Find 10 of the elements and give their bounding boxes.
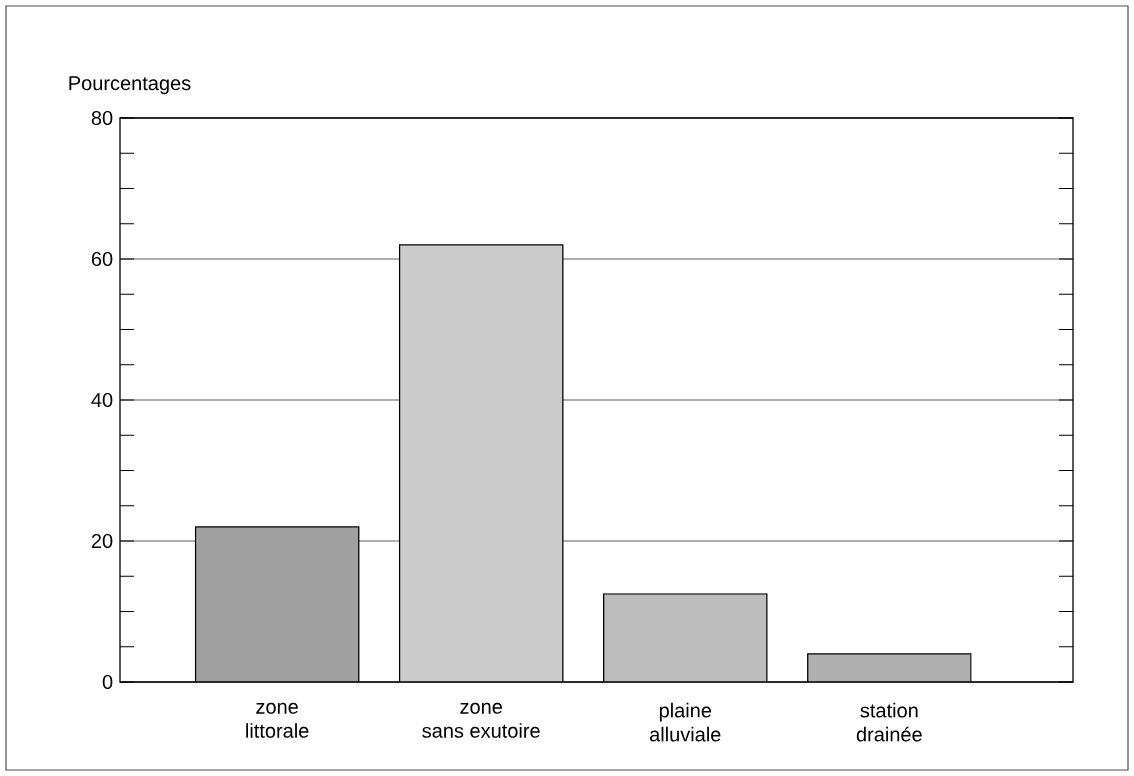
x-tick-label: station drainée [856, 702, 922, 742]
y-tick-label: 20 [91, 533, 113, 549]
x-tick-label: plaine alluviale [649, 702, 721, 742]
y-tick-label: 0 [102, 674, 113, 690]
y-axis-title: Pourcentages [69, 76, 191, 95]
x-tick-label: zone sans exutoire [422, 702, 540, 738]
x-tick-label: zone littorale [246, 702, 309, 738]
y-tick-label: 60 [91, 251, 113, 267]
y-tick-label: 40 [91, 392, 113, 408]
y-tick-label: 80 [91, 110, 113, 126]
